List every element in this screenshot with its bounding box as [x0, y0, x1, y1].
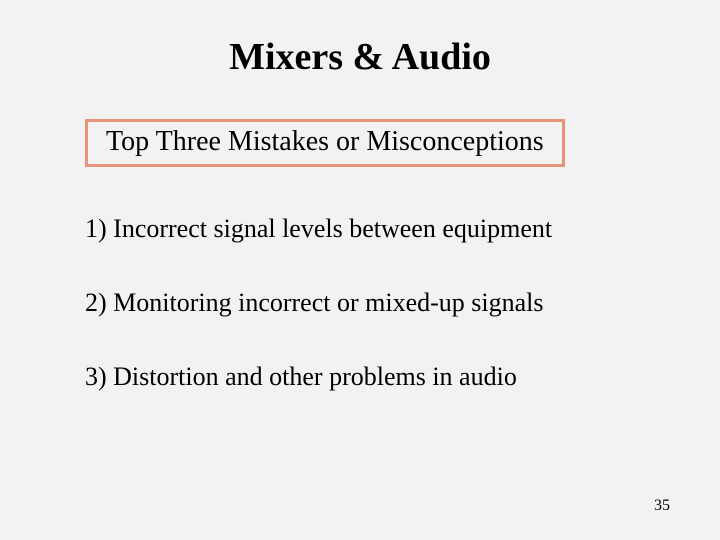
slide-title: Mixers & Audio — [60, 35, 660, 79]
subtitle-box: Top Three Mistakes or Misconceptions — [85, 119, 565, 167]
list-item: 3) Distortion and other problems in audi… — [85, 360, 660, 394]
slide-subtitle: Top Three Mistakes or Misconceptions — [106, 126, 544, 158]
slide-container: Mixers & Audio Top Three Mistakes or Mis… — [0, 0, 720, 540]
page-number: 35 — [654, 497, 670, 515]
list-item: 2) Monitoring incorrect or mixed-up sign… — [85, 286, 660, 320]
list-item: 1) Incorrect signal levels between equip… — [85, 212, 660, 246]
